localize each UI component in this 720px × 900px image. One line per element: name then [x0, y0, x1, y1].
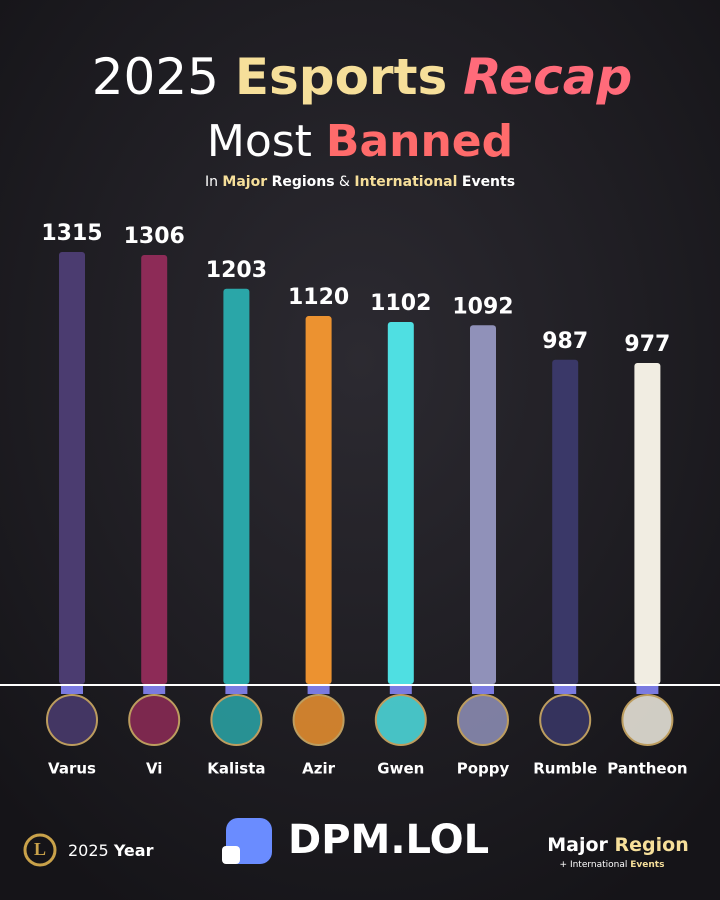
value-label: 1102	[370, 291, 431, 316]
portrait-tab	[61, 686, 83, 694]
portrait-tab	[389, 686, 412, 694]
chart-title: 2025 Esports Recap	[92, 48, 633, 106]
title-part: Recap	[463, 48, 632, 106]
value-label: 1120	[288, 285, 349, 310]
portrait	[539, 694, 592, 746]
bar	[223, 288, 250, 684]
bar	[470, 325, 496, 684]
subtitle-part: Most	[207, 116, 312, 167]
year-part: 2025	[68, 841, 109, 860]
bars: 1315 Varus 1306 Vi 1203 Kalista 1120 Azir 1102 Gw…	[41, 221, 687, 778]
x-tick-label: Azir	[302, 760, 335, 778]
portrait	[621, 694, 674, 746]
bar	[387, 321, 414, 684]
region-note-part: + International	[560, 860, 628, 870]
brand-logo-square	[222, 846, 240, 864]
region-label: Major Region	[547, 834, 689, 856]
portrait-tab	[307, 686, 330, 694]
subtitle-part: Banned	[326, 116, 513, 167]
year-part: Year	[113, 841, 154, 860]
chart-caption: In Major Regions & International Events	[205, 174, 515, 190]
league-logo-letter: L	[34, 839, 46, 859]
bar	[552, 359, 579, 684]
value-label: 1315	[41, 221, 102, 246]
portrait	[457, 694, 509, 746]
value-label: 977	[624, 332, 670, 357]
portrait-tab	[472, 686, 494, 694]
region-part: Region	[615, 834, 689, 856]
portrait	[292, 694, 345, 746]
portrait	[374, 694, 427, 746]
caption-part: &	[339, 174, 350, 190]
bar	[634, 363, 661, 684]
caption-part: Events	[462, 174, 515, 190]
portrait-tab	[554, 686, 577, 694]
footer-year: 2025 Year	[68, 841, 154, 860]
chart-subtitle: Most Banned	[207, 116, 513, 167]
bar	[305, 316, 332, 684]
title-part: Esports	[235, 48, 447, 106]
region-note-part: Events	[630, 860, 664, 870]
league-logo	[23, 833, 57, 867]
region-part: Major	[547, 834, 608, 856]
portrait-tab	[225, 686, 248, 694]
x-tick-label: Vi	[146, 760, 163, 778]
value-label: 1306	[124, 224, 185, 249]
brand-name: DPM.LOL	[288, 817, 489, 863]
x-tick-label: Poppy	[457, 760, 510, 778]
portrait-tab	[143, 686, 166, 694]
value-label: 1092	[452, 294, 513, 319]
portrait	[210, 694, 263, 746]
x-tick-label: Pantheon	[607, 760, 687, 778]
caption-part: In	[205, 174, 218, 190]
title-part: 2025	[92, 48, 219, 106]
x-tick-label: Rumble	[533, 760, 597, 778]
value-label: 1203	[206, 258, 267, 283]
x-tick-label: Gwen	[377, 760, 424, 778]
portrait-tab	[636, 686, 659, 694]
caption-part: Regions	[272, 174, 335, 190]
portrait	[128, 694, 181, 746]
x-tick-label: Kalista	[207, 760, 265, 778]
region-note: + International Events	[560, 860, 665, 870]
portrait	[46, 694, 98, 746]
value-label: 987	[542, 329, 588, 354]
caption-part: Major	[222, 174, 267, 190]
x-tick-label: Varus	[48, 760, 96, 778]
bar	[141, 254, 168, 684]
caption-part: International	[354, 174, 457, 190]
bar	[59, 252, 85, 684]
